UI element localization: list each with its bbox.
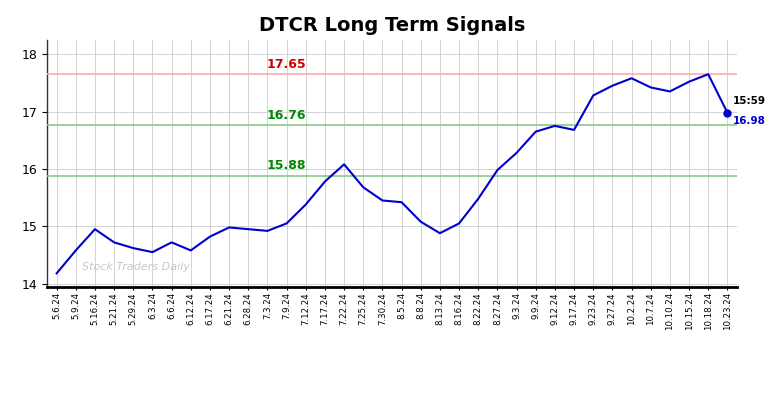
Text: 15:59: 15:59 [733, 96, 766, 106]
Text: 17.65: 17.65 [267, 58, 307, 71]
Title: DTCR Long Term Signals: DTCR Long Term Signals [259, 16, 525, 35]
Text: 15.88: 15.88 [267, 159, 307, 172]
Text: 16.76: 16.76 [267, 109, 307, 122]
Text: 16.98: 16.98 [733, 115, 766, 125]
Text: Stock Traders Daily: Stock Traders Daily [82, 262, 190, 272]
